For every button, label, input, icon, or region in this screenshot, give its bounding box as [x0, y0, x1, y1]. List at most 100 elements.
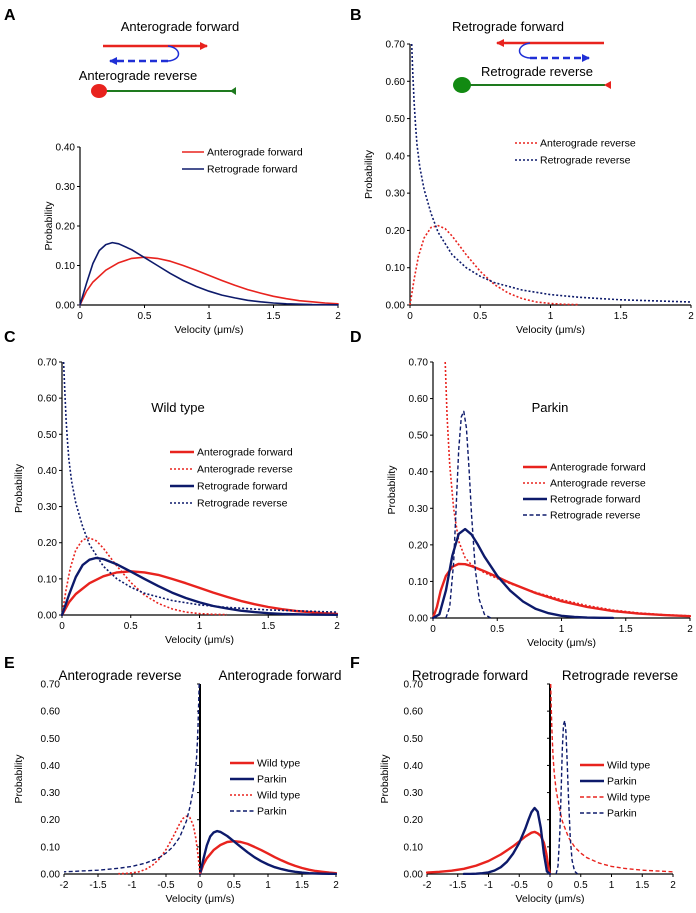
- chart-c-y-tick-label: 0.20: [38, 538, 58, 549]
- chart-c-legend-label-anterograde-forward: Anterograde forward: [197, 447, 293, 459]
- terminal-a: [230, 87, 236, 95]
- chart-f-x-tick-label: -2: [423, 880, 432, 891]
- schematic-a: Anterograde forward Anterograde reverse: [79, 19, 239, 98]
- chart-d-x-tick-label: 1: [559, 624, 565, 635]
- reverse-loop-b: [518, 42, 531, 59]
- terminal-b: [604, 81, 611, 89]
- chart-b-y-tick-label: 0.10: [386, 263, 406, 274]
- chart-b-x-tick-label: 1.5: [614, 311, 628, 322]
- chart-d-x-tick-label: 2: [687, 624, 693, 635]
- chart-a-x-tick-label: 1: [206, 311, 212, 322]
- chart-f-y-tick-label: 0.00: [404, 870, 424, 881]
- chart-e-y-tick-label: 0.10: [41, 842, 61, 853]
- chart-f-x-axis-label: Velocity (μm/s): [515, 893, 584, 905]
- soma-a: [91, 84, 107, 98]
- chart-d-legend: Anterograde forward Anterograde reverse Re…: [523, 462, 646, 522]
- chart-b-series-anterograde-reverse-dotted: [409, 224, 579, 306]
- chart-b-y-tick-label: 0.60: [386, 77, 406, 88]
- chart-f-series-parkin-dashed: [555, 719, 579, 875]
- chart-d-series-anterograde-forward-solid: [432, 562, 691, 619]
- chart-f-y-tick-label: 0.60: [404, 707, 424, 718]
- chart-c-series-anterograde-reverse-dotted: [61, 537, 228, 616]
- chart-d-x-tick-label: 0.5: [490, 624, 504, 635]
- chart-d-series-anterograde-reverse-dotted: [444, 361, 691, 617]
- chart-c-y-tick-label: 0.50: [38, 430, 58, 441]
- chart-d-title: Parkin: [532, 400, 569, 415]
- chart-e-x-tick-label: -1: [128, 880, 137, 891]
- chart-d-legend-label-anterograde-reverse: Anterograde reverse: [550, 478, 646, 490]
- chart-f-series-wild-type-solid: [426, 830, 552, 875]
- chart-a-series-retrograde-forward-solid: [79, 241, 339, 306]
- reverse-loop-a: [167, 45, 180, 62]
- chart-d-x-tick-label: 1.5: [619, 624, 633, 635]
- schematic-b-bottom-label: Retrograde reverse: [481, 64, 593, 79]
- chart-a-series-anterograde-forward-solid: [79, 256, 339, 306]
- chart-c-legend-label-anterograde-reverse: Anterograde reverse: [197, 464, 293, 476]
- chart-e-y-tick-label: 0.30: [41, 788, 61, 799]
- chart-f-side-label-left: Retrograde forward: [412, 668, 528, 683]
- chart-d-series-retrograde-reverse-dashed: [445, 410, 492, 619]
- chart-e-x-tick-label: 0: [197, 880, 203, 891]
- chart-c-y-tick-label: 0.60: [38, 394, 58, 405]
- chart-d-x-axis-label: Velocity (μm/s): [527, 637, 596, 649]
- chart-b-y-tick-label: 0.30: [386, 189, 406, 200]
- chart-e-x-axis-label: Velocity (μm/s): [165, 893, 234, 905]
- chart-e-legend-label-wild-type: Wild type: [257, 790, 300, 802]
- chart-d-y-tick-label: 0.70: [409, 358, 429, 369]
- chart-d-legend-label-anterograde-forward: Anterograde forward: [550, 462, 646, 474]
- chart-f-y-tick-label: 0.30: [404, 788, 424, 799]
- chart-b-x-tick-label: 0: [407, 311, 413, 322]
- chart-c-x-tick-label: 0.5: [124, 621, 138, 632]
- chart-a-y-tick-label: 0.00: [56, 301, 76, 312]
- charts: 0.00 0.10 0.20 0.30 0.40 0 0.5 1 1.5 2 Velocity (μ…: [13, 40, 694, 906]
- chart-c-x-axis-label: Velocity (μm/s): [165, 634, 234, 646]
- chart-c-y-tick-label: 0.30: [38, 502, 58, 513]
- chart-c-legend: Anterograde forward Anterograde reverse Re…: [170, 447, 293, 510]
- chart-e-x-tick-label: -0.5: [157, 880, 175, 891]
- chart-f-y-tick-label: 0.20: [404, 815, 424, 826]
- chart-a-x-axis-label: Velocity (μm/s): [174, 324, 243, 336]
- chart-f: 0.000.100.200.300.400.500.600.70-2 -1.5 -1…: [379, 668, 678, 905]
- chart-a-x-tick-label: 1.5: [267, 311, 281, 322]
- chart-e-side-label-right: Anterograde forward: [218, 668, 341, 683]
- chart-f-x-tick-label: 0: [547, 880, 553, 891]
- chart-a-y-tick-label: 0.30: [56, 182, 76, 193]
- chart-e-series-wild-type-dotted: [118, 815, 201, 875]
- chart-f-y-tick-label: 0.10: [404, 842, 424, 853]
- chart-f-x-tick-label: 1: [609, 880, 615, 891]
- chart-c-y-tick-label: 0.40: [38, 466, 58, 477]
- chart-d-y-tick-label: 0.10: [409, 577, 429, 588]
- chart-d-y-tick-label: 0.20: [409, 540, 429, 551]
- chart-f-y-tick-label: 0.40: [404, 761, 424, 772]
- chart-c-y-tick-label: 0.70: [38, 358, 58, 369]
- chart-b-y-tick-label: 0.50: [386, 114, 406, 125]
- chart-d-y-tick-label: 0.00: [409, 614, 429, 625]
- chart-d-legend-label-retrograde-forward: Retrograde forward: [550, 494, 641, 506]
- chart-c-y-axis-label: Probability: [13, 463, 25, 513]
- chart-e-x-tick-label: 2: [333, 880, 339, 891]
- chart-a-legend: Anterograde forward Retrograde forward: [182, 147, 303, 176]
- chart-c-x-tick-label: 1: [197, 621, 203, 632]
- chart-f-x-tick-label: 2: [670, 880, 676, 891]
- chart-e-x-tick-label: -2: [60, 880, 69, 891]
- chart-e-x-tick-label: 0.5: [227, 880, 241, 891]
- chart-b: 0.00 0.10 0.20 0.30 0.40 0.50 0.60 0.70 0 0.5 1 1.5…: [363, 40, 694, 337]
- chart-c-y-tick-label: 0.10: [38, 574, 58, 585]
- chart-b-legend-label-retrograde-reverse: Retrograde reverse: [540, 155, 631, 167]
- chart-e-series-parkin-solid: [198, 829, 337, 875]
- chart-b-y-tick-label: 0.70: [386, 40, 406, 51]
- chart-e-x-tick-label: 1: [265, 880, 271, 891]
- chart-e-y-axis-label: Probability: [13, 754, 25, 804]
- chart-e-y-tick-label: 0.60: [41, 707, 61, 718]
- chart-c: 0.00 0.10 0.20 0.30 0.40 0.50 0.60 0.70 0 0.5 1 1.5…: [13, 358, 340, 647]
- chart-b-legend: Anterograde reverse Retrograde reverse: [515, 138, 636, 167]
- chart-f-series-wild-type-dashed: [550, 683, 674, 873]
- chart-f-series-parkin-solid: [462, 806, 552, 875]
- chart-a-legend-label-anterograde-forward: Anterograde forward: [207, 147, 303, 159]
- chart-e-series-wild-type-solid: [198, 840, 337, 875]
- chart-f-y-tick-label: 0.70: [404, 680, 424, 691]
- panel-label-f: F: [350, 655, 360, 672]
- chart-f-x-tick-label: -1: [484, 880, 493, 891]
- schematic-b-top-label: Retrograde forward: [452, 19, 564, 34]
